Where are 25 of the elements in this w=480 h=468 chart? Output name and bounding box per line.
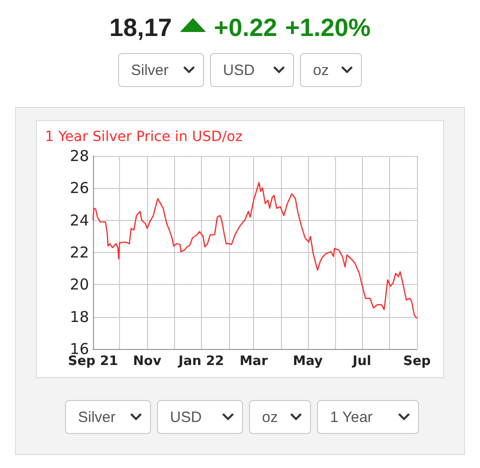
text: Silver xyxy=(131,62,169,78)
text: oz xyxy=(313,62,329,78)
y-tick-label: 18 xyxy=(70,308,89,326)
text: USD xyxy=(223,62,255,78)
x-tick-label: May xyxy=(292,354,324,369)
x-tick-label: Jan 22 xyxy=(178,354,224,369)
chart-title: 1 Year Silver Price in USD/oz xyxy=(45,129,243,145)
y-tick-label: 20 xyxy=(70,276,89,294)
x-tick-label: Sep xyxy=(403,354,431,369)
text: 1 Year xyxy=(330,408,373,426)
line-series xyxy=(92,182,418,320)
text: Silver xyxy=(78,408,116,426)
y-tick-label: 28 xyxy=(70,147,89,165)
x-tick-label: Jul xyxy=(352,354,372,369)
text: +1.20% xyxy=(285,14,371,42)
x-tick-label: Mar xyxy=(240,354,268,369)
y-tick-label: 26 xyxy=(70,179,89,198)
y-tick-label: 24 xyxy=(70,211,89,230)
text: +0.22 xyxy=(214,14,278,42)
text: USD xyxy=(170,408,202,426)
x-tick-label: Nov xyxy=(133,354,162,369)
y-tick-label: 22 xyxy=(70,244,89,262)
text: 18,17 xyxy=(109,14,172,42)
text: oz xyxy=(262,408,278,426)
x-tick-label: Sep 21 xyxy=(68,354,118,369)
